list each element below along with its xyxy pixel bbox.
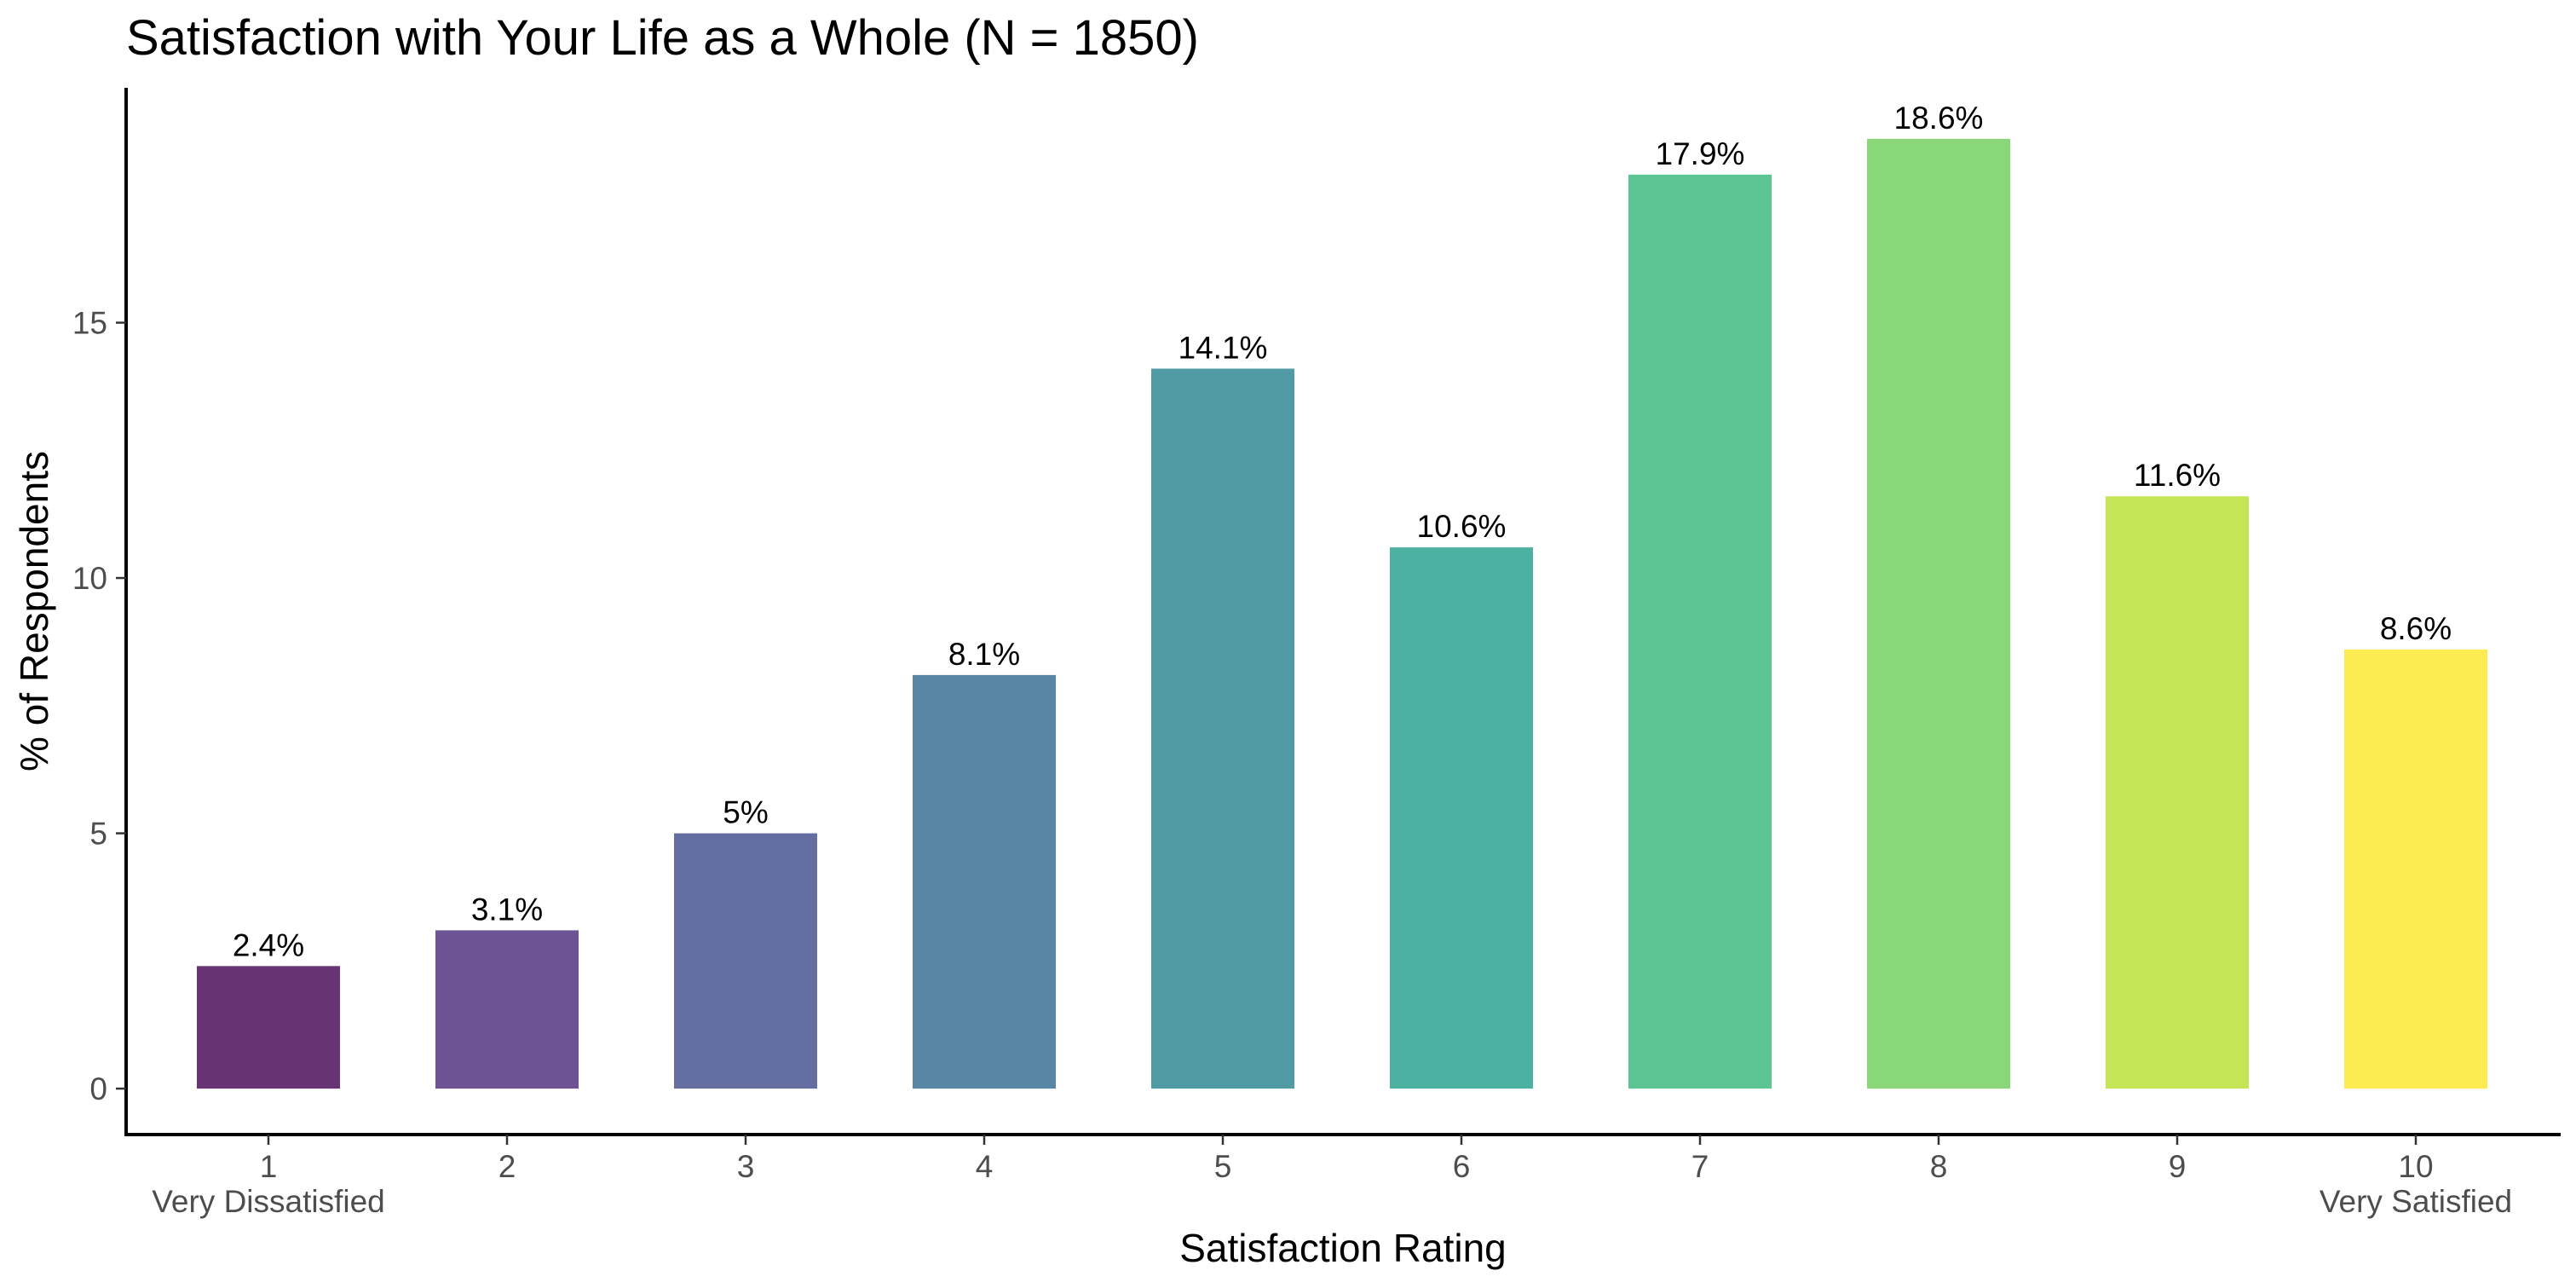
bar-9 <box>2106 496 2249 1089</box>
bar-8 <box>1867 138 2010 1089</box>
x-tick-label: 9 <box>2169 1149 2187 1184</box>
y-tick-label: 0 <box>89 1071 107 1106</box>
x-tick-sublabel: Very Dissatisfied <box>152 1184 385 1219</box>
data-label-4: 8.1% <box>948 637 1020 672</box>
plot-area: 2.4% 3.1% 5% 8.1% 14.1% 10.6% 17.9% 18.6% 11.6% 8… <box>197 101 2487 1089</box>
data-label-7: 17.9% <box>1656 136 1745 171</box>
data-label-8: 18.6% <box>1894 101 1984 136</box>
chart-title: Satisfaction with Your Life as a Whole (… <box>126 10 1199 66</box>
bar-2 <box>435 930 579 1089</box>
x-tick-label: 3 <box>737 1149 755 1184</box>
data-label-1: 2.4% <box>233 927 304 962</box>
bar-3 <box>674 833 817 1089</box>
x-tick-sublabel: Very Satisfied <box>2320 1184 2512 1219</box>
y-tick-label: 5 <box>89 817 107 852</box>
x-tick-label: 6 <box>1453 1149 1471 1184</box>
data-label-10: 8.6% <box>2380 611 2452 646</box>
bar-6 <box>1390 547 1533 1089</box>
bar-7 <box>1628 174 1772 1089</box>
data-label-3: 5% <box>723 795 768 830</box>
y-tick-label: 10 <box>72 561 107 596</box>
bar-4 <box>913 674 1056 1089</box>
data-label-5: 14.1% <box>1179 330 1268 365</box>
x-tick-label: 1 <box>260 1149 278 1184</box>
x-tick-label: 7 <box>1691 1149 1709 1184</box>
data-label-2: 3.1% <box>471 892 543 927</box>
y-tick-label: 15 <box>72 306 107 341</box>
bar-10 <box>2344 649 2487 1089</box>
x-axis-title: Satisfaction Rating <box>1179 1226 1507 1270</box>
x-tick-label: 5 <box>1214 1149 1232 1184</box>
x-tick-label: 2 <box>498 1149 516 1184</box>
x-tick-label: 4 <box>976 1149 994 1184</box>
y-axis-title: % of Respondents <box>12 451 56 771</box>
data-label-6: 10.6% <box>1417 509 1507 544</box>
x-tick-label: 8 <box>1930 1149 1948 1184</box>
bar-1 <box>197 966 340 1089</box>
y-axis-ticks: 0 5 10 15 <box>72 306 126 1106</box>
data-label-9: 11.6% <box>2134 458 2221 493</box>
axes <box>124 88 2561 1136</box>
bar-5 <box>1151 368 1294 1089</box>
x-tick-label: 10 <box>2398 1149 2433 1184</box>
